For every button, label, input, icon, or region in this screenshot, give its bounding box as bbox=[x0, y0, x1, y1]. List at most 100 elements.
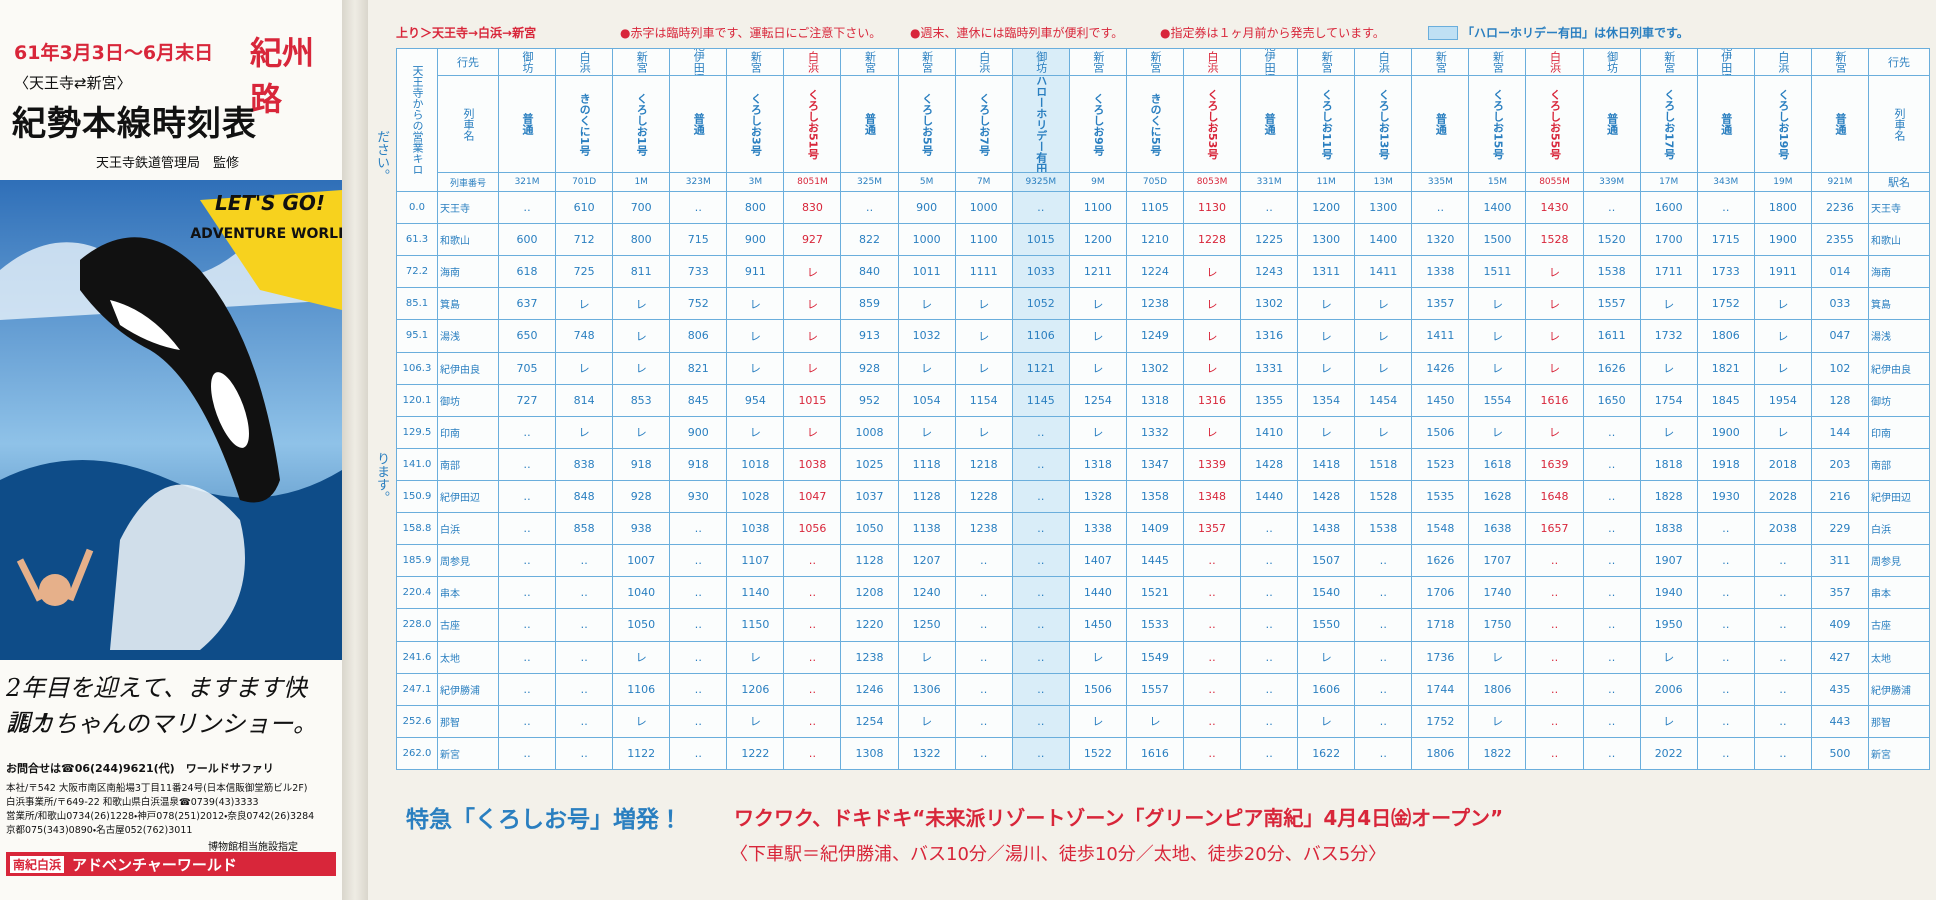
time-cell: 845 bbox=[670, 384, 727, 416]
time-cell: ‥ bbox=[1526, 705, 1583, 737]
time-cell: 1354 bbox=[1298, 384, 1355, 416]
time-cell: レ bbox=[1754, 288, 1811, 320]
time-cell: 1311 bbox=[1298, 256, 1355, 288]
time-cell: ‥ bbox=[1526, 577, 1583, 609]
time-cell: ‥ bbox=[1583, 737, 1640, 769]
station: 南部 bbox=[438, 448, 498, 480]
time-cell: レ bbox=[1754, 320, 1811, 352]
time-cell: 500 bbox=[1811, 737, 1868, 769]
time-cell: ‥ bbox=[556, 577, 613, 609]
period: 61年3月3日～6月末日 bbox=[14, 42, 214, 64]
fold bbox=[342, 0, 368, 900]
time-cell: レ bbox=[1469, 705, 1526, 737]
time-cell: ‥ bbox=[955, 641, 1012, 673]
time-cell: 1528 bbox=[1355, 480, 1412, 513]
time-cell: 848 bbox=[556, 480, 613, 513]
time-cell: 1616 bbox=[1126, 737, 1183, 769]
time-cell: 840 bbox=[841, 256, 898, 288]
time-cell: 1522 bbox=[1069, 737, 1126, 769]
train-dest: 新宮 bbox=[1640, 49, 1697, 75]
time-cell: ‥ bbox=[1583, 577, 1640, 609]
time-cell: ‥ bbox=[1012, 609, 1069, 641]
km: 95.1 bbox=[397, 320, 437, 352]
time-cell: 1940 bbox=[1640, 577, 1697, 609]
train-number: 11M bbox=[1298, 173, 1355, 191]
time-cell: 800 bbox=[727, 192, 784, 224]
time-cell: 1606 bbox=[1298, 673, 1355, 705]
time-cell: ‥ bbox=[1012, 448, 1069, 480]
time-cell: レ bbox=[955, 352, 1012, 384]
time-cell: レ bbox=[1469, 352, 1526, 384]
station: 白浜 bbox=[1868, 513, 1929, 545]
km: 85.1 bbox=[397, 288, 437, 320]
time-cell: レ bbox=[556, 288, 613, 320]
time-cell: 1628 bbox=[1469, 480, 1526, 513]
train-name: きのくに5号 bbox=[1126, 76, 1183, 172]
time-cell: 1409 bbox=[1126, 513, 1183, 545]
time-cell: レ bbox=[784, 288, 841, 320]
note: ●週末、連休には臨時列車が便利です。 bbox=[910, 26, 1124, 40]
time-cell: 1744 bbox=[1412, 673, 1469, 705]
station: 湯浅 bbox=[1868, 320, 1929, 352]
time-cell: 952 bbox=[841, 384, 898, 416]
time-cell: 1300 bbox=[1298, 224, 1355, 256]
time-cell: 1806 bbox=[1469, 673, 1526, 705]
time-cell: 1800 bbox=[1754, 192, 1811, 224]
time-cell: 1657 bbox=[1526, 513, 1583, 545]
time-cell: ‥ bbox=[556, 641, 613, 673]
time-cell: ‥ bbox=[1241, 192, 1298, 224]
time-cell: 822 bbox=[841, 224, 898, 256]
km: 228.0 bbox=[397, 609, 437, 641]
km: 185.9 bbox=[397, 545, 437, 577]
time-cell: ‥ bbox=[1012, 192, 1069, 224]
time-cell: 1511 bbox=[1469, 256, 1526, 288]
direction: 上り＞天王寺→白浜→新宮 bbox=[396, 26, 537, 40]
left-panel: 61年3月3日～6月末日 紀州路 〈天王寺⇄新宮〉 紀勢本線時刻表 天王寺鉄道管… bbox=[0, 0, 342, 900]
time-cell: 1140 bbox=[727, 577, 784, 609]
time-cell: ‥ bbox=[1012, 416, 1069, 448]
station: 天王寺 bbox=[1868, 192, 1929, 224]
time-cell: レ bbox=[1469, 320, 1526, 352]
time-cell: レ bbox=[613, 641, 670, 673]
time-cell: レ bbox=[784, 256, 841, 288]
time-cell: 1639 bbox=[1526, 448, 1583, 480]
time-cell: 637 bbox=[499, 288, 556, 320]
dest-label: 行先 bbox=[1868, 49, 1929, 75]
time-cell: 1007 bbox=[613, 545, 670, 577]
train-dest: 新宮 bbox=[727, 49, 784, 75]
time-cell: 1254 bbox=[1069, 384, 1126, 416]
time-cell: 203 bbox=[1811, 448, 1868, 480]
badge-sub: ADVENTURE WORLD bbox=[190, 226, 342, 242]
train-name: くろしお13号 bbox=[1355, 76, 1412, 172]
time-cell: 1037 bbox=[841, 480, 898, 513]
time-cell: 1200 bbox=[1069, 224, 1126, 256]
time-cell: ‥ bbox=[556, 673, 613, 705]
time-cell: 1100 bbox=[955, 224, 1012, 256]
train-dest: 紀伊田辺 bbox=[1697, 49, 1754, 75]
time-cell: ‥ bbox=[1355, 705, 1412, 737]
time-cell: レ bbox=[613, 288, 670, 320]
train-name: くろしお55号 bbox=[1526, 76, 1583, 172]
photo: LET'S GO! ADVENTURE WORLD bbox=[0, 180, 342, 660]
time-cell: 2355 bbox=[1811, 224, 1868, 256]
time-cell: 1122 bbox=[613, 737, 670, 769]
time-cell: 1450 bbox=[1412, 384, 1469, 416]
time-cell: 1428 bbox=[1298, 480, 1355, 513]
time-cell: 748 bbox=[556, 320, 613, 352]
time-cell: ‥ bbox=[1583, 192, 1640, 224]
time-cell: ‥ bbox=[499, 737, 556, 769]
time-cell: レ bbox=[1069, 416, 1126, 448]
time-cell: 1015 bbox=[1012, 224, 1069, 256]
time-cell: 1348 bbox=[1183, 480, 1241, 513]
time-cell: レ bbox=[1069, 641, 1126, 673]
time-cell: ‥ bbox=[1754, 545, 1811, 577]
time-cell: レ bbox=[1355, 288, 1412, 320]
station: 紀伊勝浦 bbox=[1868, 673, 1929, 705]
time-cell: 1540 bbox=[1298, 577, 1355, 609]
time-cell: 838 bbox=[556, 448, 613, 480]
time-cell: レ bbox=[613, 352, 670, 384]
time-cell: 1331 bbox=[1241, 352, 1298, 384]
time-cell: 1648 bbox=[1526, 480, 1583, 513]
time-cell: レ bbox=[898, 288, 955, 320]
time-cell: 1523 bbox=[1412, 448, 1469, 480]
